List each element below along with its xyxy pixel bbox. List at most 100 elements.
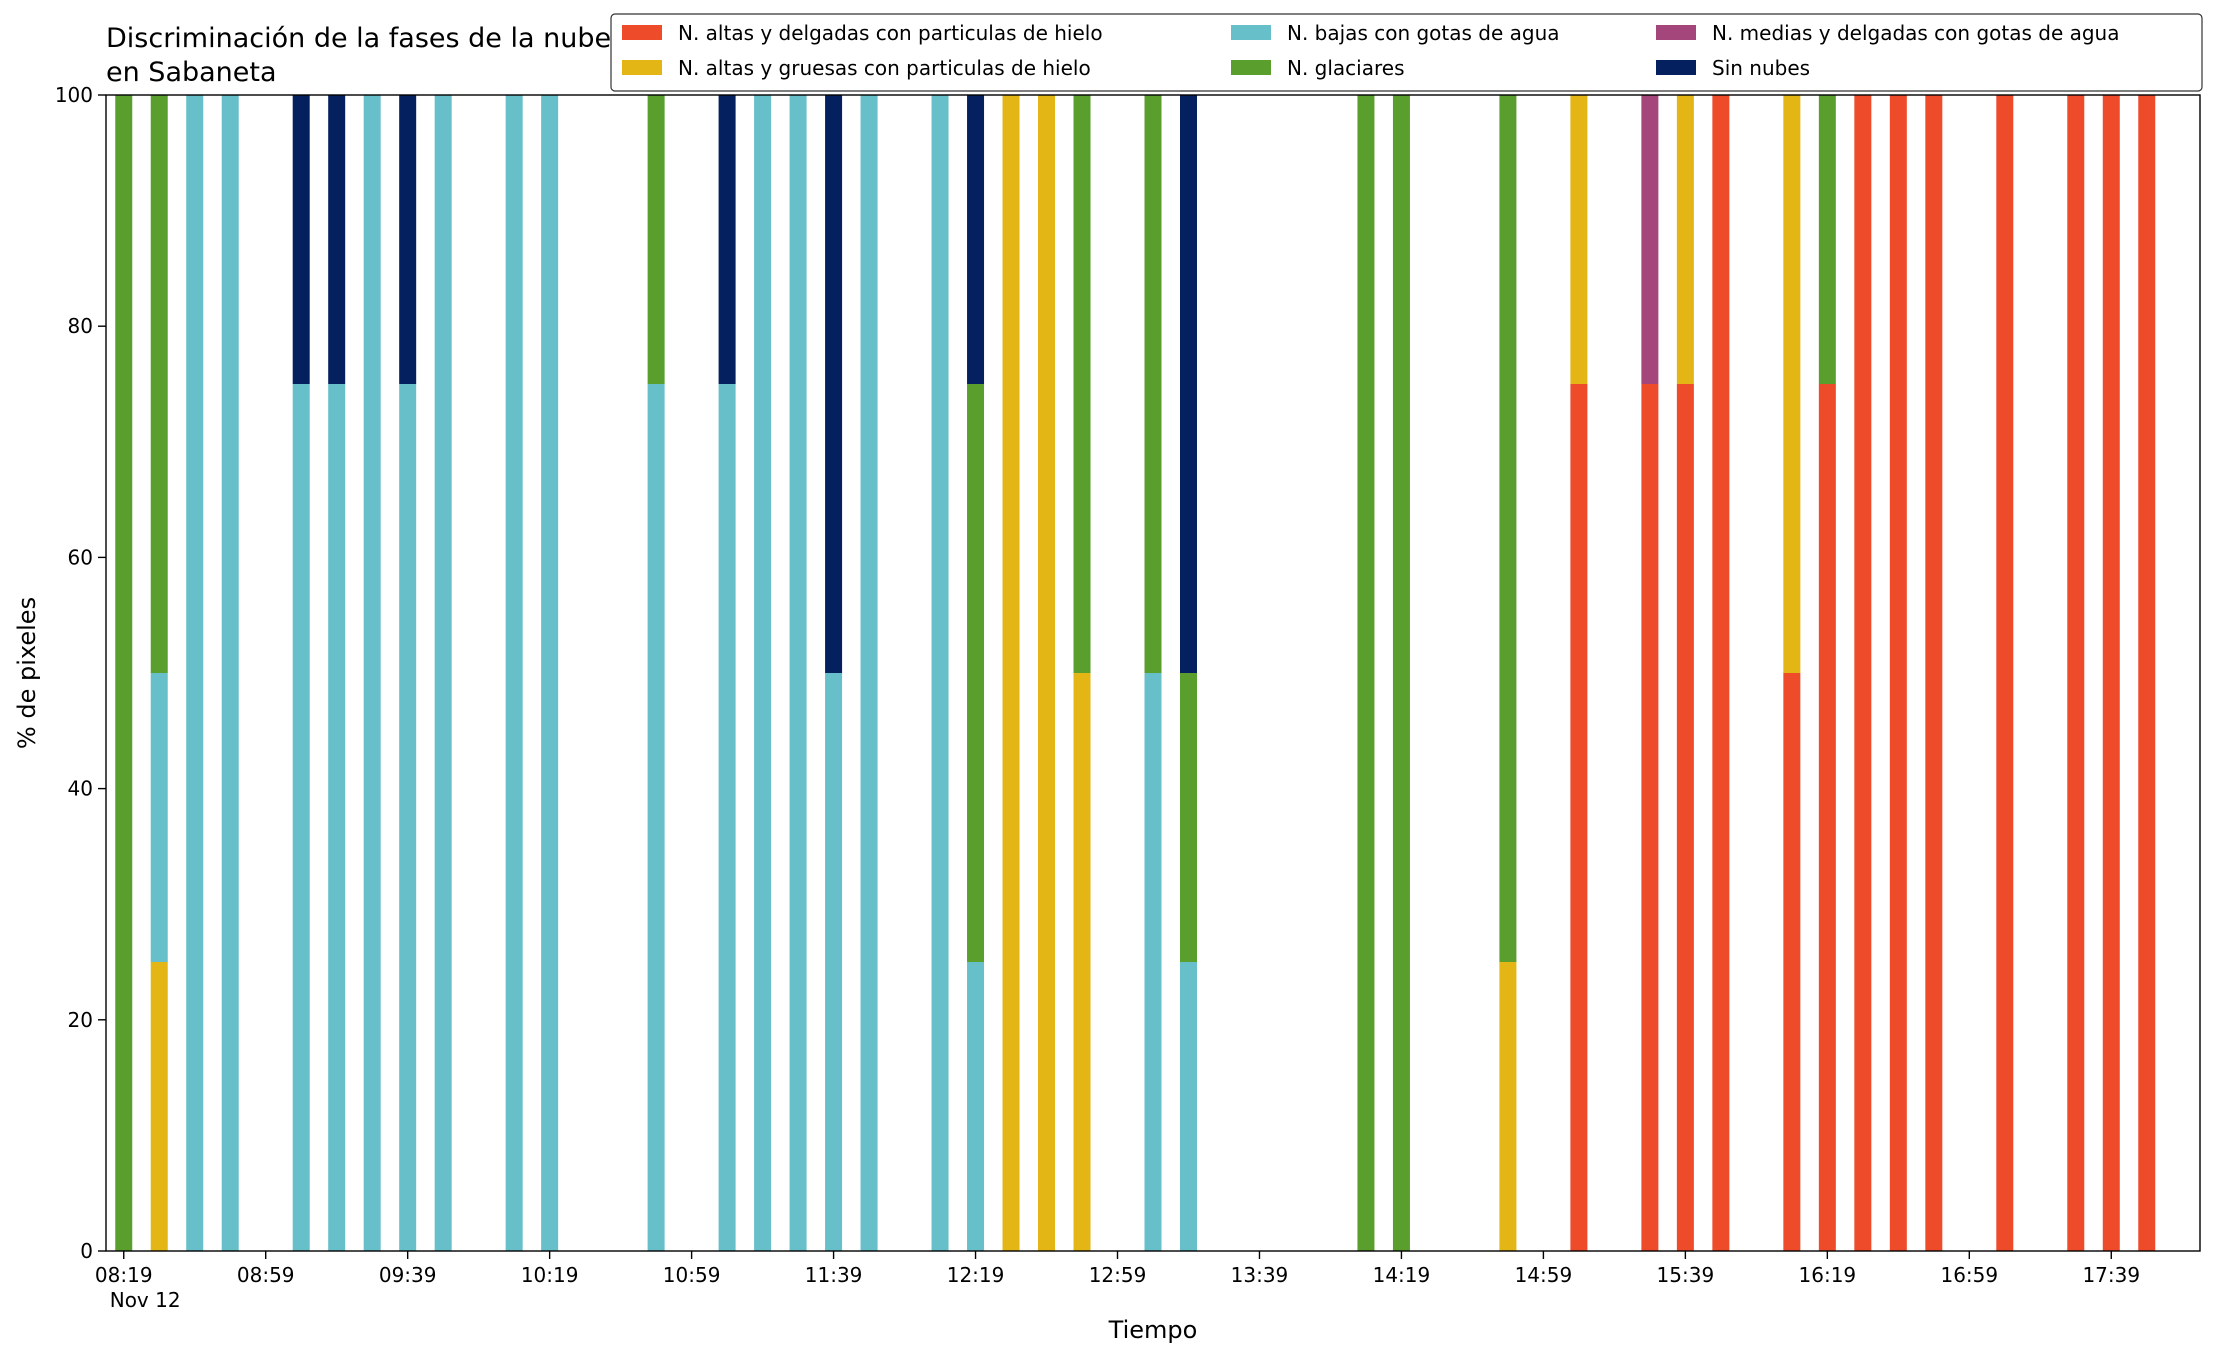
bar-segment — [434, 95, 452, 1251]
bar-segment — [1499, 962, 1517, 1251]
y-tick-label: 60 — [68, 545, 93, 569]
bar-segment — [150, 95, 168, 673]
x-tick-label: 16:19 — [1799, 1263, 1857, 1287]
bar-segment — [1783, 673, 1801, 1251]
x-tick-label: 14:19 — [1373, 1263, 1431, 1287]
bar-segment — [1357, 95, 1375, 1251]
legend-swatch — [1656, 60, 1696, 75]
bar-segment — [1676, 384, 1694, 1251]
x-tick-label: 10:19 — [521, 1263, 579, 1287]
bar-segment — [1570, 384, 1588, 1251]
x-tick-label: 16:59 — [1940, 1263, 1998, 1287]
legend-swatch — [1231, 25, 1271, 40]
bar-segment — [1144, 673, 1162, 1251]
y-tick-label: 0 — [80, 1239, 93, 1263]
y-tick-label: 20 — [68, 1008, 93, 1032]
x-tick-label: 11:39 — [805, 1263, 863, 1287]
bar-segment — [967, 95, 985, 384]
bar-segment — [1179, 95, 1197, 673]
legend-label: N. glaciares — [1287, 56, 1405, 80]
bar-segment — [399, 95, 417, 384]
legend-swatch — [622, 60, 662, 75]
bar-segment — [505, 95, 523, 1251]
x-tick-label: 09:39 — [379, 1263, 437, 1287]
bar-segment — [1818, 384, 1836, 1251]
bar-segment — [1144, 95, 1162, 673]
bar-segment — [1179, 673, 1197, 962]
bar-segment — [292, 384, 310, 1251]
y-tick-label: 100 — [55, 83, 93, 107]
x-tick-label: 08:59 — [237, 1263, 295, 1287]
bar-segment — [1925, 95, 1943, 1251]
legend-box — [610, 13, 2203, 92]
bar-segment — [221, 95, 239, 1251]
bar-segment — [328, 384, 346, 1251]
legend-label: Sin nubes — [1712, 56, 1810, 80]
bar-segment — [1712, 95, 1730, 1251]
bar-segment — [860, 95, 878, 1251]
x-tick-label: 13:39 — [1231, 1263, 1289, 1287]
bar-segment — [150, 673, 168, 962]
x-date-label: Nov 12 — [110, 1288, 181, 1312]
bar-segment — [647, 95, 665, 384]
legend-swatch — [1656, 25, 1696, 40]
bar-segment — [1641, 95, 1659, 384]
bar-segment — [1818, 95, 1836, 384]
bar-segment — [2067, 95, 2085, 1251]
bar-segment — [1073, 673, 1091, 1251]
bar-segment — [328, 95, 346, 384]
bar-segment — [399, 384, 417, 1251]
bar-segment — [150, 962, 168, 1251]
bar-segment — [1570, 95, 1588, 384]
bar-segment — [1073, 95, 1091, 673]
bar-segment — [1996, 95, 2014, 1251]
bar-segment — [931, 95, 949, 1251]
x-tick-label: 12:59 — [1089, 1263, 1147, 1287]
bar-segment — [1854, 95, 1872, 1251]
x-tick-label: 10:59 — [663, 1263, 721, 1287]
chart-title: Discriminación de la fases de la nube en… — [106, 23, 612, 88]
bar-segment — [363, 95, 381, 1251]
bar-segment — [292, 95, 310, 384]
bar-segment — [541, 95, 559, 1251]
legend-swatch — [1231, 60, 1271, 75]
bar-segment — [825, 95, 843, 673]
bar-segment — [2102, 95, 2120, 1251]
x-tick-label: 08:19 — [95, 1263, 153, 1287]
bar-segment — [1392, 95, 1410, 1251]
bar-segment — [718, 384, 736, 1251]
y-tick-label: 80 — [68, 314, 93, 338]
x-tick-label: 12:19 — [947, 1263, 1005, 1287]
bar-segment — [1038, 95, 1056, 1251]
legend-label: N. altas y delgadas con particulas de hi… — [678, 21, 1103, 45]
bar-segment — [647, 384, 665, 1251]
plot-frame — [105, 94, 2201, 1252]
bar-segment — [1641, 384, 1659, 1251]
x-axis-label: Tiempo — [1108, 1316, 1198, 1344]
y-axis-label: % de pixeles — [13, 597, 41, 749]
bar-segment — [825, 673, 843, 1251]
bar-segment — [1499, 95, 1517, 962]
x-tick-label: 17:39 — [2082, 1263, 2140, 1287]
bar-segment — [1002, 95, 1020, 1251]
bar-segment — [1676, 95, 1694, 384]
bar-segment — [789, 95, 807, 1251]
x-tick-label: 15:39 — [1657, 1263, 1715, 1287]
bar-segment — [967, 384, 985, 962]
y-tick-label: 40 — [68, 777, 93, 801]
bar-segment — [718, 95, 736, 384]
bar-segment — [2138, 95, 2156, 1251]
legend-swatch — [622, 25, 662, 40]
bar-segment — [967, 962, 985, 1251]
legend-label: N. altas y gruesas con particulas de hie… — [678, 56, 1091, 80]
bar-segment — [1783, 95, 1801, 673]
legend-label: N. medias y delgadas con gotas de agua — [1712, 21, 2120, 45]
bar-segment — [186, 95, 204, 1251]
x-tick-label: 14:59 — [1515, 1263, 1573, 1287]
bar-segment — [115, 95, 133, 1251]
legend-label: N. bajas con gotas de agua — [1287, 21, 1560, 45]
bar-segment — [754, 95, 772, 1251]
bar-segment — [1179, 962, 1197, 1251]
